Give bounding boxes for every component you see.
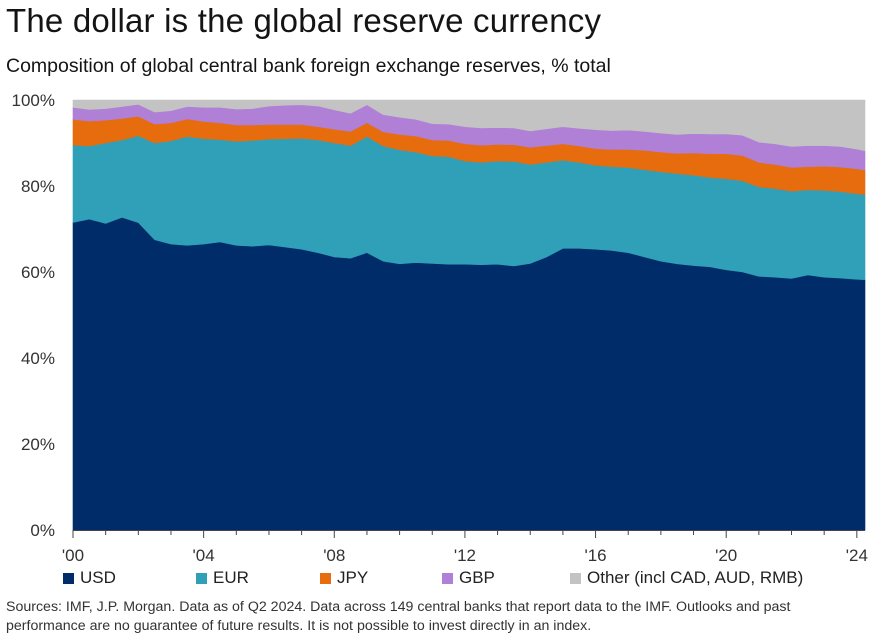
chart-subtitle: Composition of global central bank forei…: [6, 55, 611, 77]
legend-item: EUR: [196, 568, 249, 588]
legend-swatch: [442, 572, 453, 584]
chart-legend: USD EUR JPY GBP Other (incl CAD, AUD, RMB): [0, 568, 871, 592]
source-note: Sources: IMF, J.P. Morgan. Data as of Q2…: [6, 599, 791, 634]
x-tick-label: '24: [846, 546, 868, 565]
legend-swatch: [570, 572, 581, 584]
chart-title: The dollar is the global reserve currenc…: [6, 2, 602, 39]
x-tick-label: '20: [715, 546, 737, 565]
area-series-group: [72, 99, 866, 531]
legend-item: GBP: [442, 568, 495, 588]
y-tick-label: 40%: [21, 349, 55, 368]
x-tick-label: '08: [323, 546, 345, 565]
x-tick-label: '00: [62, 546, 84, 565]
y-tick-label: 100%: [12, 91, 55, 110]
y-tick-label: 60%: [21, 263, 55, 282]
legend-swatch: [320, 572, 331, 584]
legend-item: JPY: [320, 568, 368, 588]
x-tick-label: '04: [193, 546, 215, 565]
x-tick-label: '12: [454, 546, 476, 565]
x-tick-label: '16: [584, 546, 606, 565]
y-tick-label: 80%: [21, 177, 55, 196]
legend-item: USD: [63, 568, 116, 588]
stacked-area-chart: 0% 20% 40% 60% 80% 100% '00 '04 '08 '12 '16 '20 '24: [12, 91, 868, 565]
legend-label: GBP: [459, 568, 495, 587]
x-axis: '00 '04 '08 '12 '16 '20 '24: [62, 530, 868, 565]
legend-label: EUR: [213, 568, 249, 587]
y-tick-label: 0%: [30, 521, 55, 540]
legend-swatch: [196, 572, 207, 584]
legend-swatch: [63, 572, 74, 584]
legend-label: Other (incl CAD, AUD, RMB): [587, 568, 804, 587]
area-other: [72, 99, 866, 152]
legend-label: JPY: [337, 568, 369, 587]
y-axis: 0% 20% 40% 60% 80% 100%: [12, 91, 55, 540]
legend-label: USD: [80, 568, 116, 587]
y-tick-label: 20%: [21, 435, 55, 454]
legend-item: Other (incl CAD, AUD, RMB): [570, 568, 803, 588]
